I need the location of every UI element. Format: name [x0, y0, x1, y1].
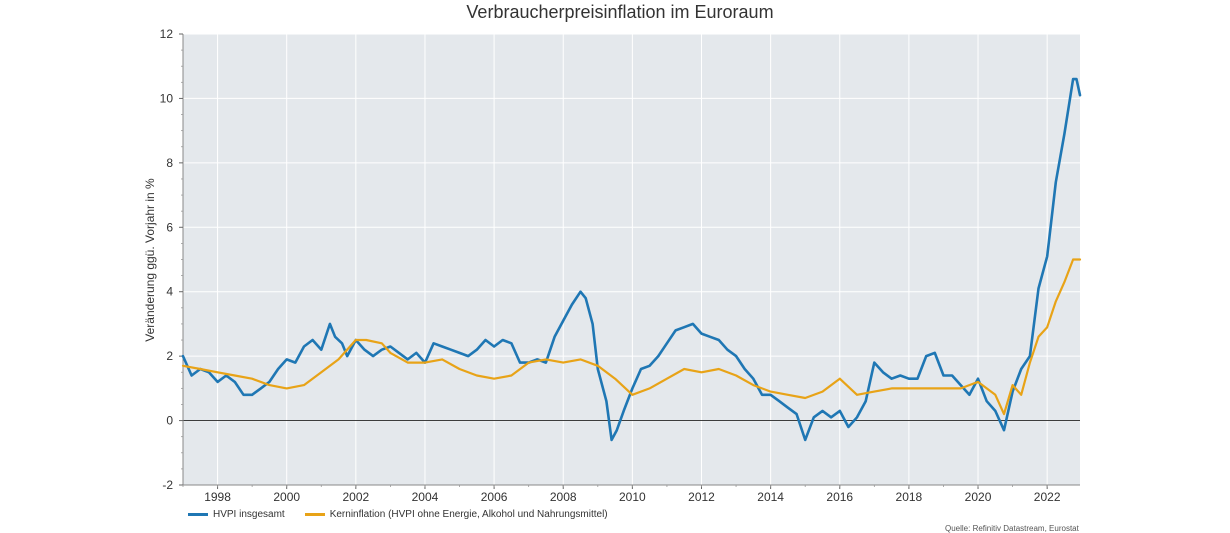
x-tick-label: 2006 [481, 490, 508, 504]
y-tick-label: -2 [162, 478, 173, 492]
legend-label-hvpi: HVPI insgesamt [213, 509, 285, 520]
x-tick-label: 2010 [619, 490, 646, 504]
y-tick-label: 4 [166, 285, 173, 299]
y-tick-label: 0 [166, 414, 173, 428]
y-tick-label: 8 [166, 156, 173, 170]
x-tick-label: 2012 [688, 490, 715, 504]
legend: HVPI insgesamt Kerninflation (HVPI ohne … [188, 509, 628, 520]
x-tick-label: 2014 [757, 490, 784, 504]
x-tick-label: 2002 [342, 490, 369, 504]
y-tick-label: 2 [166, 349, 173, 363]
y-tick-label: 10 [160, 91, 174, 105]
x-tick-label: 2022 [1034, 490, 1061, 504]
legend-swatch-core [304, 513, 325, 516]
legend-item-hvpi: HVPI insgesamt [188, 509, 285, 520]
series-line-core [181, 258, 1082, 416]
y-axis-label: Veränderung ggü. Vorjahr in % [143, 178, 157, 342]
legend-swatch-hvpi [188, 513, 208, 516]
series-layer [181, 77, 1082, 442]
source-note: Quelle: Refinitiv Datastream, Eurostat [945, 524, 1079, 533]
x-tick-label: 2020 [965, 490, 992, 504]
legend-item-core: Kerninflation (HVPI ohne Energie, Alkoho… [304, 509, 608, 520]
x-tick-label: 2004 [412, 490, 439, 504]
series-line-hvpi [181, 77, 1082, 442]
x-tick-label: 1998 [204, 490, 231, 504]
x-tick-label: 2008 [550, 490, 577, 504]
x-tick-label: 2016 [826, 490, 853, 504]
grid-layer [183, 33, 1080, 486]
x-tick-label: 2018 [896, 490, 923, 504]
legend-label-core: Kerninflation (HVPI ohne Energie, Alkoho… [329, 509, 608, 520]
y-tick-label: 6 [166, 220, 173, 234]
chart-title: Verbraucherpreisinflation im Euroraum [466, 2, 774, 22]
axis-layer: -2 0 2 4 6 8 10 12 1998 2000 2002 2004 2006 2008 2010 2… [160, 27, 1080, 504]
plot-area [183, 34, 1080, 485]
x-tick-label: 2000 [273, 490, 300, 504]
y-tick-label: 12 [160, 27, 174, 41]
